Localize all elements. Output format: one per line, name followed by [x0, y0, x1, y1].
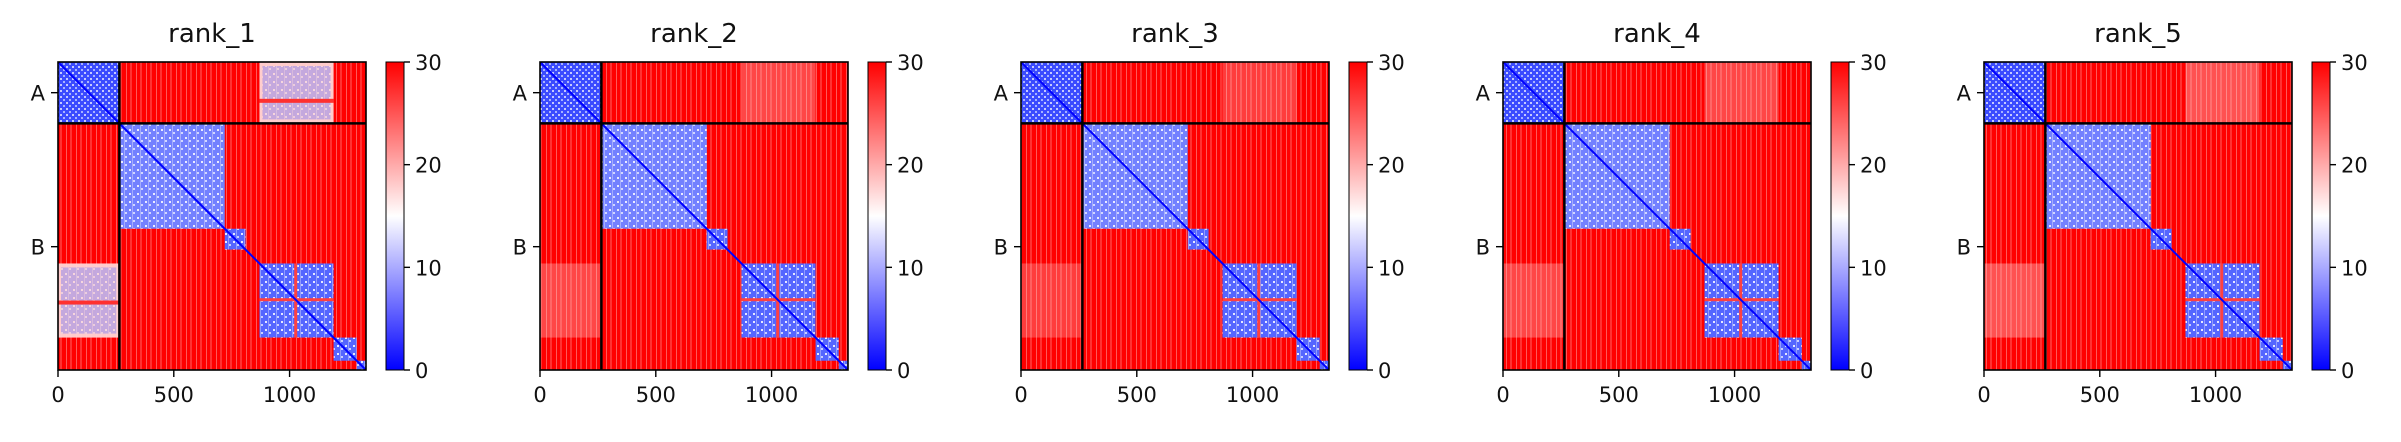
y-tick-label: B [1476, 236, 1490, 260]
x-tick-label: 1000 [745, 383, 798, 407]
panel-title: rank_4 [1613, 19, 1701, 49]
interchain-gap [259, 98, 334, 103]
diagonal [58, 62, 366, 370]
heatmap-3 [1021, 62, 1329, 370]
interchain-band [540, 263, 602, 338]
y-tick-label: A [513, 82, 528, 106]
colorbar-tick-label: 20 [415, 154, 442, 178]
panel-title: rank_1 [168, 19, 256, 49]
x-tick-label: 0 [1014, 383, 1027, 407]
colorbar [1830, 61, 1850, 371]
heatmap-frame [57, 61, 367, 371]
interchain-band [1222, 62, 1297, 124]
colorbar-tick-label: 0 [1378, 359, 1391, 383]
x-tick-label: 0 [1496, 383, 1509, 407]
heatmap-1 [58, 62, 366, 370]
colorbar-tick-label: 10 [415, 256, 442, 280]
heatmap-4 [1503, 62, 1811, 370]
x-tick-label: 1000 [263, 383, 316, 407]
panel-3: rank_3 0 500 1000 A B 0 10 20 30 [994, 19, 1405, 407]
y-tick-label: A [1957, 82, 1972, 106]
colorbar-tick-label: 0 [415, 359, 428, 383]
colorbar [1348, 61, 1368, 371]
diagonal [1503, 62, 1811, 370]
interchain-band [1503, 263, 1565, 338]
heatmap-frame [1502, 61, 1812, 371]
colorbar-tick-label: 30 [415, 51, 442, 75]
colorbar-tick-label: 0 [897, 359, 910, 383]
panel-2: rank_2 0 500 1000 A B 0 10 20 30 [513, 19, 924, 407]
colorbar-tick-label: 10 [897, 256, 924, 280]
colorbar-tick-label: 20 [1378, 154, 1405, 178]
colorbar-tick-label: 20 [2341, 154, 2368, 178]
y-tick-label: B [513, 236, 527, 260]
x-tick-label: 0 [51, 383, 64, 407]
colorbar-tick-label: 30 [2341, 51, 2368, 75]
colorbar [2311, 61, 2331, 371]
y-tick-label: A [1476, 82, 1491, 106]
interchain-band [741, 62, 816, 124]
colorbar-tick-label: 10 [1860, 256, 1887, 280]
panel-title: rank_3 [1131, 19, 1219, 49]
heatmap-frame [539, 61, 849, 371]
x-tick-label: 0 [1977, 383, 1990, 407]
x-tick-label: 500 [1599, 383, 1639, 407]
interchain-band [1021, 263, 1083, 338]
colorbar-tick-label: 20 [1860, 154, 1887, 178]
colorbar [867, 61, 887, 371]
diagonal [540, 62, 848, 370]
colorbar-tick-label: 10 [2341, 256, 2368, 280]
diagonal [1984, 62, 2292, 370]
panel-4: rank_4 0 500 1000 A B 0 10 20 30 [1476, 19, 1887, 407]
panel-5: rank_5 0 500 1000 A B 0 10 20 30 [1957, 19, 2368, 407]
x-tick-label: 1000 [2189, 383, 2242, 407]
x-tick-label: 500 [636, 383, 676, 407]
colorbar-tick-label: 10 [1378, 256, 1405, 280]
heatmap-frame [1020, 61, 1330, 371]
panel-1: rank_1 0 500 1000 A B 0 10 20 30 [31, 19, 442, 407]
panel-title: rank_5 [2094, 19, 2182, 49]
heatmap-2 [540, 62, 848, 370]
y-tick-label: B [31, 236, 45, 260]
interchain-contact [262, 66, 331, 120]
interchain-gap [58, 300, 120, 305]
y-tick-label: A [31, 82, 46, 106]
interchain-band [2185, 62, 2260, 124]
colorbar-tick-label: 20 [897, 154, 924, 178]
heatmap-frame [1983, 61, 2293, 371]
interchain-band [1704, 62, 1779, 124]
x-tick-label: 0 [533, 383, 546, 407]
x-tick-label: 500 [154, 383, 194, 407]
colorbar-tick-label: 30 [1378, 51, 1405, 75]
heatmap-5 [1984, 62, 2292, 370]
interchain-band [1984, 263, 2046, 338]
colorbar-tick-label: 30 [1860, 51, 1887, 75]
panel-title: rank_2 [650, 19, 738, 49]
y-tick-label: B [1957, 236, 1971, 260]
x-tick-label: 1000 [1708, 383, 1761, 407]
y-tick-label: A [994, 82, 1009, 106]
colorbar-tick-label: 0 [2341, 359, 2354, 383]
x-tick-label: 500 [1117, 383, 1157, 407]
diagonal [1021, 62, 1329, 370]
x-tick-label: 500 [2080, 383, 2120, 407]
colorbar-tick-label: 30 [897, 51, 924, 75]
colorbar [385, 61, 405, 371]
colorbar-tick-label: 0 [1860, 359, 1873, 383]
x-tick-label: 1000 [1226, 383, 1279, 407]
y-tick-label: B [994, 236, 1008, 260]
